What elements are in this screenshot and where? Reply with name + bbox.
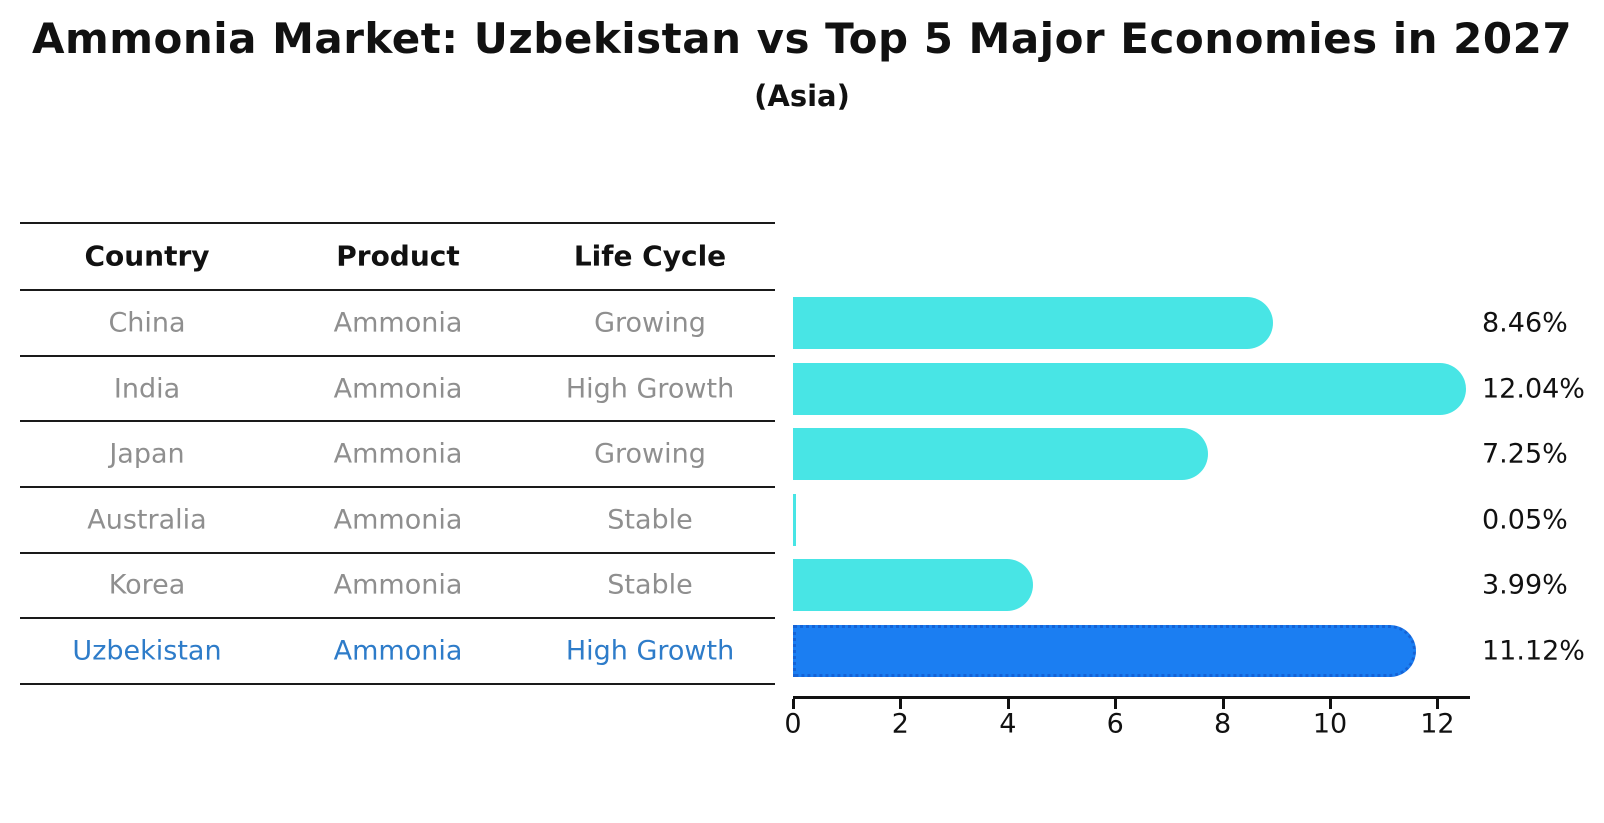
bar — [793, 297, 1274, 349]
bar — [793, 362, 1466, 415]
table-cell-life_cycle: Stable — [607, 504, 693, 535]
x-axis-tick-label: 6 — [1106, 708, 1124, 740]
table-divider — [20, 617, 775, 619]
x-axis-tick-label: 8 — [1214, 708, 1232, 740]
bar-value-label: 11.12% — [1482, 635, 1585, 666]
column-header: Life Cycle — [573, 239, 727, 273]
chart-subtitle: (Asia) — [754, 79, 850, 113]
table-cell-country: Australia — [87, 504, 207, 535]
bar-value-label: 0.05% — [1482, 504, 1568, 535]
bar-value-label: 8.46% — [1482, 307, 1568, 339]
x-axis-tick — [899, 699, 903, 709]
column-header: Product — [336, 239, 460, 273]
highlight-bar — [793, 624, 1417, 677]
table-cell-life_cycle: Growing — [594, 438, 706, 470]
table-cell-country: Korea — [108, 569, 186, 601]
x-axis-line — [793, 696, 1470, 699]
table-cell-product: Ammonia — [333, 504, 463, 535]
table-cell-country: India — [113, 373, 181, 404]
table-cell-product: Ammonia — [333, 635, 463, 666]
table-divider — [20, 355, 775, 357]
table-cell-life_cycle: Growing — [594, 307, 706, 339]
bar-value-label: 3.99% — [1482, 569, 1568, 601]
bar-value-label: 12.04% — [1482, 373, 1585, 404]
table-divider — [20, 486, 775, 488]
table-cell-life_cycle: Stable — [607, 569, 693, 601]
x-axis-tick — [1006, 699, 1010, 709]
table-cell-country: China — [108, 307, 186, 339]
table-divider — [20, 420, 775, 422]
bar — [793, 559, 1034, 611]
x-axis-tick — [1114, 699, 1118, 709]
table-divider — [20, 289, 775, 291]
table-cell-life_cycle: High Growth — [565, 373, 735, 404]
column-header: Country — [84, 239, 210, 273]
bar-value-label: 7.25% — [1482, 438, 1568, 470]
x-axis-tick — [1436, 699, 1440, 709]
x-axis-tick-label: 4 — [999, 708, 1017, 740]
table-cell-country: Japan — [109, 438, 185, 470]
x-axis-tick-label: 12 — [1420, 708, 1455, 740]
x-axis-tick-label: 0 — [784, 708, 802, 740]
table-divider — [20, 683, 775, 685]
x-axis-tick-label: 10 — [1312, 708, 1348, 740]
bar — [793, 428, 1209, 480]
table-cell-product: Ammonia — [333, 569, 463, 601]
table-cell-product: Ammonia — [333, 373, 463, 404]
x-axis-tick-label: 2 — [891, 708, 909, 740]
table-cell-product: Ammonia — [333, 307, 463, 339]
x-axis-tick — [1329, 699, 1332, 709]
table-cell-product: Ammonia — [333, 438, 463, 470]
table-divider — [20, 552, 775, 554]
table-divider — [20, 222, 775, 224]
x-axis-tick — [1221, 699, 1225, 709]
bar — [793, 493, 796, 546]
table-cell-life_cycle: High Growth — [565, 635, 735, 666]
x-axis-tick — [792, 699, 795, 709]
chart-title: Ammonia Market: Uzbekistan vs Top 5 Majo… — [31, 14, 1573, 63]
table-cell-country: Uzbekistan — [72, 635, 222, 666]
